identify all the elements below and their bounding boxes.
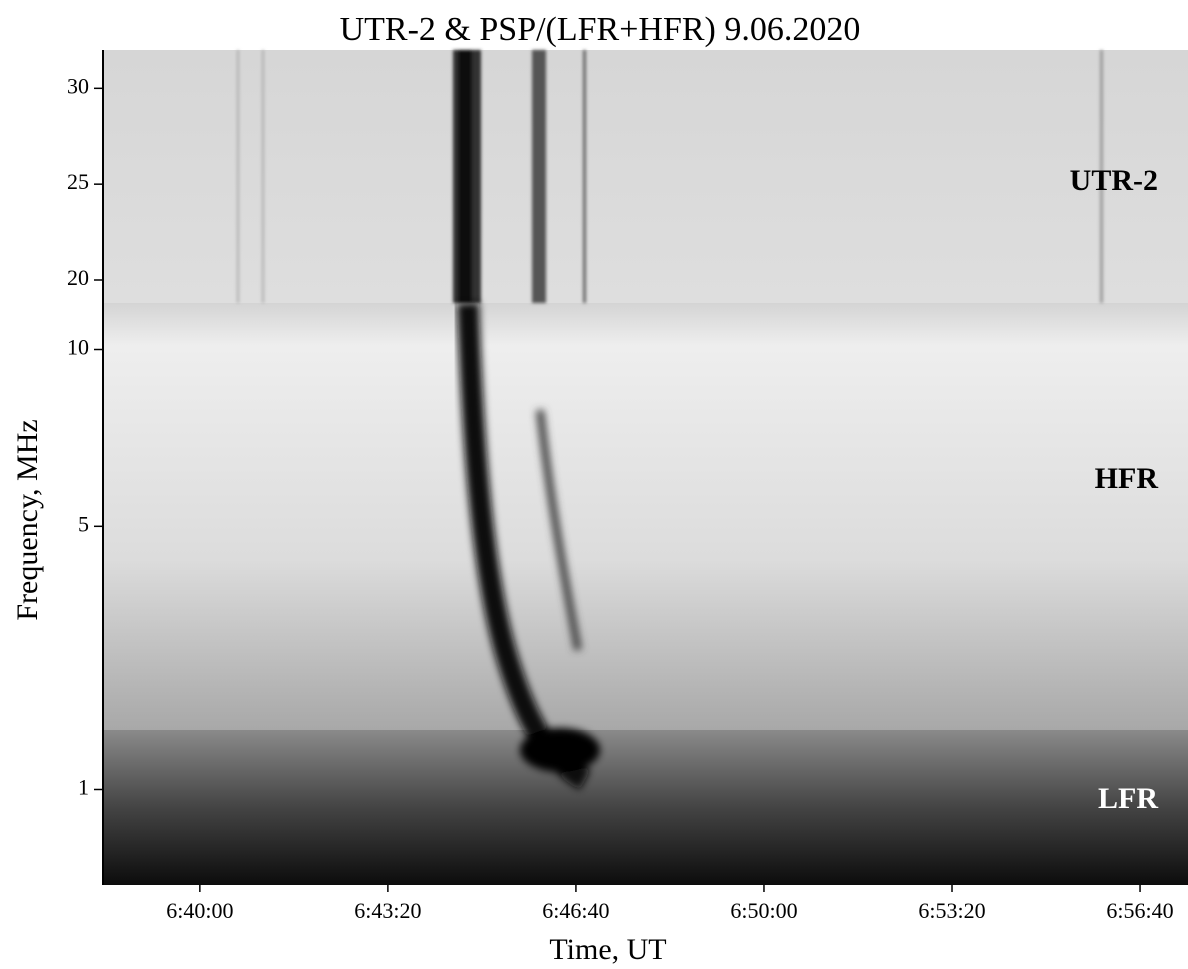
y-tick-label: 10 xyxy=(67,335,89,360)
panel-label: UTR-2 xyxy=(1070,164,1158,197)
y-tick-label: 1 xyxy=(78,775,89,800)
x-tick-label: 6:50:00 xyxy=(730,898,797,923)
x-tick-label: 6:43:20 xyxy=(354,898,421,923)
y-tick-label: 5 xyxy=(78,511,89,536)
y-tick-label: 20 xyxy=(67,265,89,290)
chart-title: UTR-2 & PSP/(LFR+HFR) 9.06.2020 xyxy=(340,11,861,48)
y-tick-label: 30 xyxy=(67,73,89,98)
x-tick-label: 6:56:40 xyxy=(1106,898,1173,923)
panel-label: HFR xyxy=(1095,462,1159,495)
x-tick-label: 6:46:40 xyxy=(542,898,609,923)
spectrogram-image xyxy=(103,50,1188,885)
x-tick-label: 6:40:00 xyxy=(166,898,233,923)
y-axis-label: Frequency, MHz xyxy=(11,419,44,620)
x-axis-label: Time, UT xyxy=(549,933,666,966)
y-tick-label: 25 xyxy=(67,169,89,194)
panel-label: LFR xyxy=(1098,782,1158,815)
x-tick-label: 6:53:20 xyxy=(918,898,985,923)
